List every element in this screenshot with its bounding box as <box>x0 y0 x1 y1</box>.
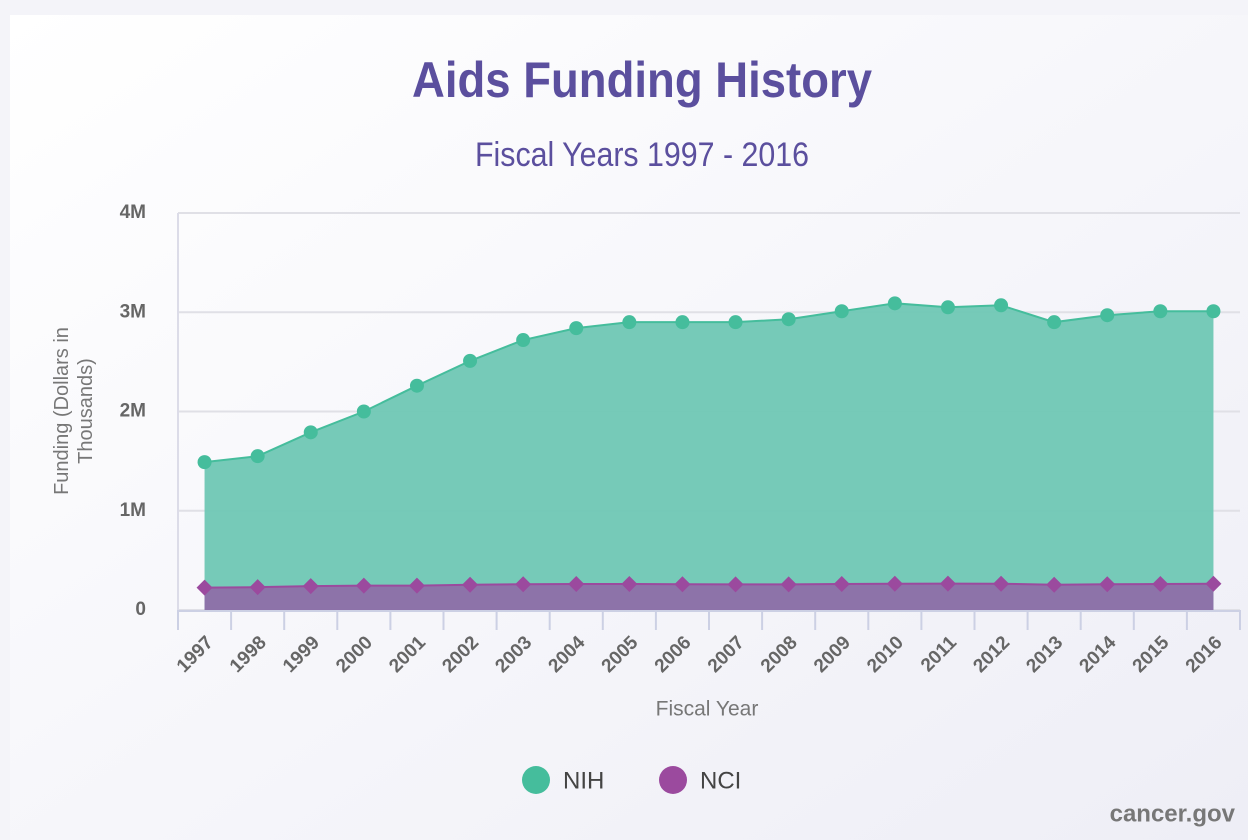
y-tick-label: 3M <box>120 301 146 322</box>
marker <box>568 575 585 592</box>
marker <box>675 315 690 330</box>
marker <box>1099 576 1116 593</box>
marker <box>409 378 424 393</box>
marker <box>303 425 318 440</box>
marker <box>622 315 637 330</box>
legend-label: NCI <box>700 767 741 794</box>
legend-symbol <box>522 766 550 794</box>
marker <box>1100 308 1115 323</box>
marker <box>1205 575 1222 592</box>
marker <box>994 298 1009 313</box>
marker <box>674 576 691 593</box>
marker <box>197 455 212 470</box>
marker <box>993 575 1010 592</box>
y-tick-label: 2M <box>120 401 146 422</box>
x-axis-title: Fiscal Year <box>656 698 759 721</box>
legend-symbol <box>659 766 687 794</box>
marker <box>1153 304 1168 319</box>
y-tick-label: 0 <box>135 599 146 620</box>
marker <box>727 576 744 593</box>
marker <box>1206 304 1221 319</box>
marker <box>408 577 425 594</box>
area <box>204 583 1214 610</box>
chart-subtitle: Fiscal Years 1997 - 2016 <box>475 136 809 174</box>
marker <box>887 296 902 311</box>
legend-label: NIH <box>563 767 604 794</box>
marker <box>1047 315 1062 330</box>
marker <box>569 321 584 336</box>
marker <box>621 575 638 592</box>
marker <box>833 575 850 592</box>
legend-item[interactable]: NIH <box>522 766 604 794</box>
line <box>204 582 1214 589</box>
marker <box>1152 575 1169 592</box>
marker <box>515 576 532 593</box>
marker <box>1046 576 1063 593</box>
marker <box>196 579 213 596</box>
y-axis-title: Funding (Dollars in Thousands) <box>51 327 97 495</box>
marker <box>463 353 478 368</box>
marker <box>302 578 319 595</box>
marker <box>781 312 796 327</box>
marker <box>728 315 743 330</box>
legend-item[interactable]: NCI <box>659 766 741 794</box>
area <box>204 303 1214 610</box>
y-tick-label: 1M <box>120 500 146 521</box>
marker <box>250 449 265 464</box>
marker <box>834 304 849 319</box>
marker <box>249 579 266 596</box>
marker <box>355 577 372 594</box>
marker <box>886 575 903 592</box>
marker <box>940 300 955 315</box>
line <box>204 302 1214 464</box>
marker <box>356 404 371 419</box>
chart-title: Aids Funding History <box>412 52 872 108</box>
marker <box>939 575 956 592</box>
marker <box>516 333 531 348</box>
y-tick-label: 4M <box>120 202 146 223</box>
marker <box>462 576 479 593</box>
credits: cancer.gov <box>1110 800 1236 827</box>
marker <box>780 576 797 593</box>
